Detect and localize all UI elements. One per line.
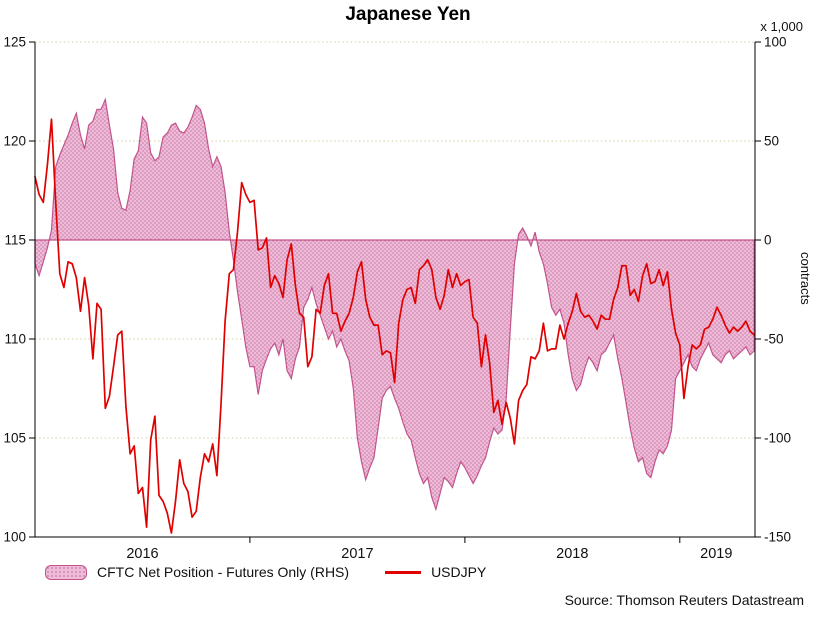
svg-text:105: 105 xyxy=(3,431,26,446)
svg-text:100: 100 xyxy=(764,35,787,50)
svg-text:-150: -150 xyxy=(764,530,791,545)
svg-text:-100: -100 xyxy=(764,431,791,446)
svg-text:0: 0 xyxy=(764,233,772,248)
svg-text:115: 115 xyxy=(4,233,26,248)
svg-text:100: 100 xyxy=(3,530,26,545)
source-text: Source: Thomson Reuters Datastream xyxy=(564,592,804,608)
legend-line-label: USDJPY xyxy=(431,564,487,580)
svg-text:110: 110 xyxy=(4,332,26,347)
legend-area-swatch xyxy=(45,564,87,580)
legend-area-label: CFTC Net Position - Futures Only (RHS) xyxy=(97,564,350,580)
chart-title: Japanese Yen xyxy=(345,4,471,25)
svg-text:120: 120 xyxy=(3,134,26,149)
right-axis-title: contracts xyxy=(798,252,813,305)
svg-text:2019: 2019 xyxy=(700,546,732,562)
svg-text:2016: 2016 xyxy=(126,546,158,562)
legend-line-swatch xyxy=(385,570,422,574)
svg-text:50: 50 xyxy=(764,134,779,149)
legend: CFTC Net Position - Futures Only (RHS) U… xyxy=(45,564,486,580)
svg-text:125: 125 xyxy=(3,35,26,50)
right-axis-unit-label: x 1,000 xyxy=(760,19,803,34)
svg-text:2018: 2018 xyxy=(556,546,588,562)
svg-text:2017: 2017 xyxy=(341,546,373,562)
svg-text:-50: -50 xyxy=(764,332,784,347)
